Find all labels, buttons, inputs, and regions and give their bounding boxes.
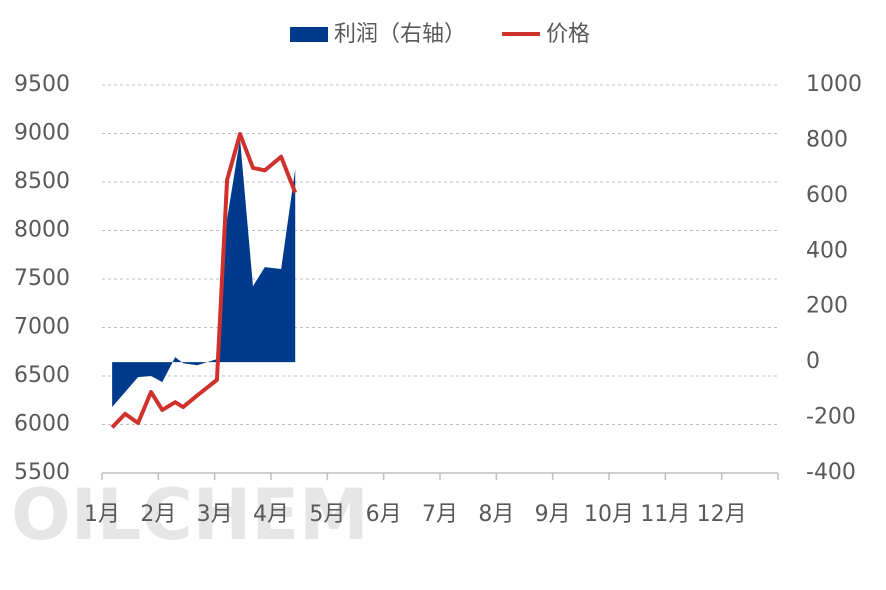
y-tick-label: 8500 [14, 169, 70, 194]
legend-label: 价格 [546, 22, 590, 47]
x-tick-label: 6月 [366, 502, 402, 527]
y-tick-label: 5500 [14, 460, 70, 485]
x-tick-label: 12月 [697, 502, 747, 527]
y-tick-label: 6000 [14, 412, 70, 437]
y-tick-label: 7000 [14, 315, 70, 340]
x-tick-label: 9月 [535, 502, 571, 527]
y-tick-label: 9500 [14, 72, 70, 97]
y2-tick-label: 0 [806, 349, 820, 374]
area [112, 139, 296, 408]
legend-swatch [290, 27, 328, 42]
line [110, 131, 298, 429]
x-tick-label: 3月 [197, 502, 233, 527]
y2-tick-label: 800 [806, 127, 848, 152]
legend-label: 利润（右轴） [334, 22, 466, 47]
x-tick-label: 5月 [309, 502, 345, 527]
x-tick-label: 4月 [253, 502, 289, 527]
x-tick-label: 1月 [84, 502, 120, 527]
y2-tick-label: 600 [806, 183, 848, 208]
watermark: OILCHEM [11, 474, 369, 556]
y-tick-label: 9000 [14, 121, 70, 146]
y-tick-label: 6500 [14, 363, 70, 388]
y2-tick-label: -200 [806, 405, 856, 430]
y2-tick-label: 400 [806, 238, 848, 263]
x-tick-label: 8月 [478, 502, 514, 527]
x-tick-label: 7月 [422, 502, 458, 527]
y-tick-label: 8000 [14, 218, 70, 243]
x-tick-label: 11月 [640, 502, 690, 527]
y2-tick-label: 1000 [806, 72, 862, 97]
x-tick-label: 10月 [584, 502, 634, 527]
x-tick-label: 2月 [140, 502, 176, 527]
y-tick-label: 7500 [14, 266, 70, 291]
y2-tick-label: -400 [806, 460, 856, 485]
y2-tick-label: 200 [806, 294, 848, 319]
